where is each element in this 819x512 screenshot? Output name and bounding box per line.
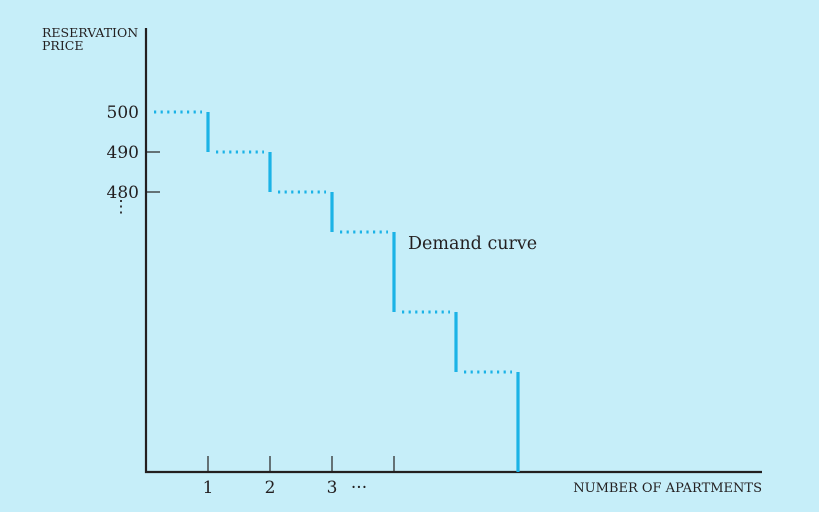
y-tick-label: 500	[107, 103, 139, 123]
demand-curve-annotation: Demand curve	[408, 234, 537, 254]
x-axis-ellipsis: ···	[351, 478, 367, 498]
y-ticks: 500 490 480	[107, 103, 160, 203]
y-axis-title-line1: RESERVATION	[42, 25, 138, 40]
x-ticks: 1 2 3	[203, 456, 395, 498]
x-tick-label: 2	[265, 478, 276, 498]
x-axis-title: NUMBER OF APARTMENTS	[573, 481, 762, 496]
demand-curve	[154, 110, 520, 472]
y-tick-label: 480	[107, 183, 139, 203]
y-axis-title-line2: PRICE	[42, 38, 83, 53]
x-tick-label: 1	[203, 478, 214, 498]
y-tick-label: 490	[107, 143, 139, 163]
x-tick-label: 3	[327, 478, 338, 498]
y-axis-ellipsis: ⋮	[113, 197, 130, 217]
axes	[144, 28, 762, 474]
